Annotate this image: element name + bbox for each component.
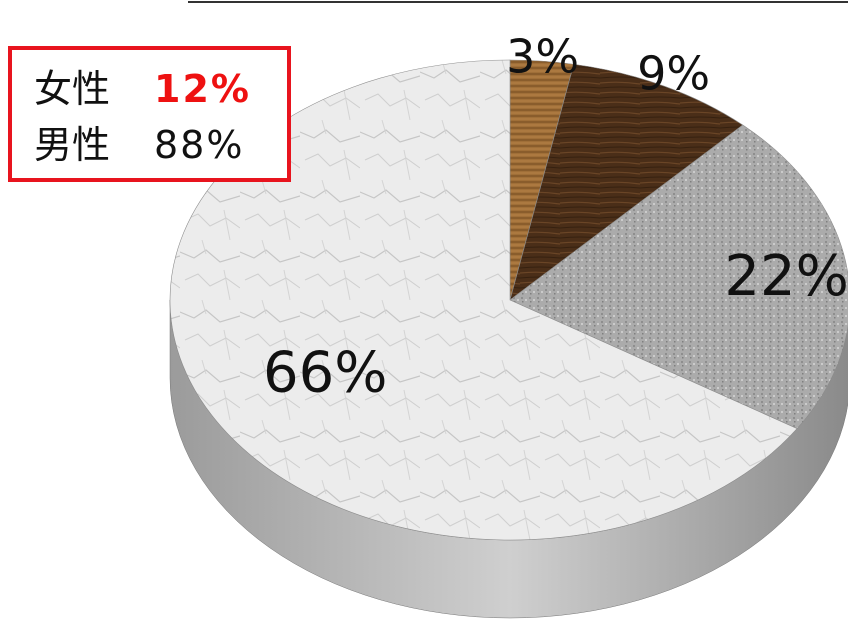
legend-row-female: 女性 12% <box>34 66 251 112</box>
pie-slice-labels: 3% 9% 22% 66% <box>263 29 848 405</box>
legend-row-male: 男性 88% <box>34 122 244 168</box>
legend-female-label: 女性 <box>34 67 111 111</box>
legend-female-value: 12% <box>154 67 251 111</box>
legend-male-label: 男性 <box>34 123 111 167</box>
slice-label-22pct: 22% <box>724 244 848 309</box>
pie-slice-22pct <box>509 124 848 429</box>
slice-label-3pct: 3% <box>506 29 579 83</box>
gender-legend-box: 女性 12% 男性 88% <box>8 46 291 182</box>
pie-slice-9pct <box>509 63 744 301</box>
slice-label-9pct: 9% <box>637 46 710 100</box>
slice-label-66pct: 66% <box>263 340 387 405</box>
pie-slices <box>169 59 848 541</box>
legend-male-value: 88% <box>154 123 245 167</box>
pie-slice-66pct <box>169 59 798 541</box>
